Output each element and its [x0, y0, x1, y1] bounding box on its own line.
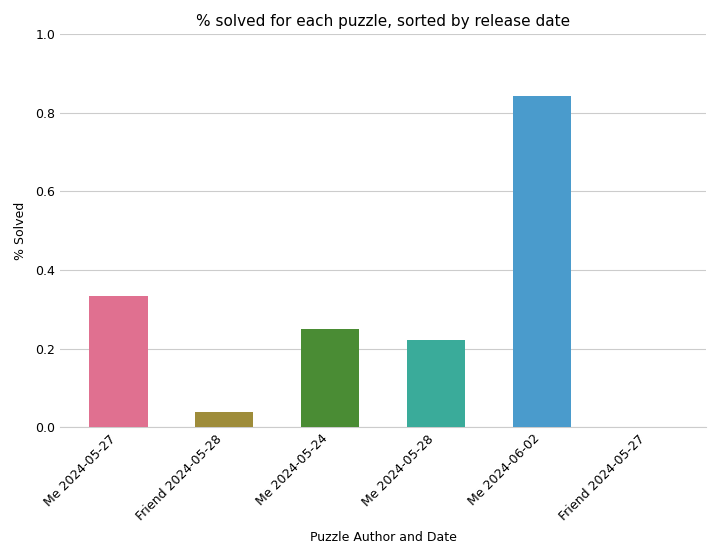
Y-axis label: % Solved: % Solved — [14, 201, 27, 260]
Bar — [301, 329, 359, 427]
Bar — [195, 412, 253, 427]
Bar — [513, 95, 571, 427]
Bar — [407, 340, 465, 427]
Title: % solved for each puzzle, sorted by release date: % solved for each puzzle, sorted by rele… — [196, 14, 570, 29]
Bar — [89, 296, 148, 427]
X-axis label: Puzzle Author and Date: Puzzle Author and Date — [310, 531, 456, 544]
